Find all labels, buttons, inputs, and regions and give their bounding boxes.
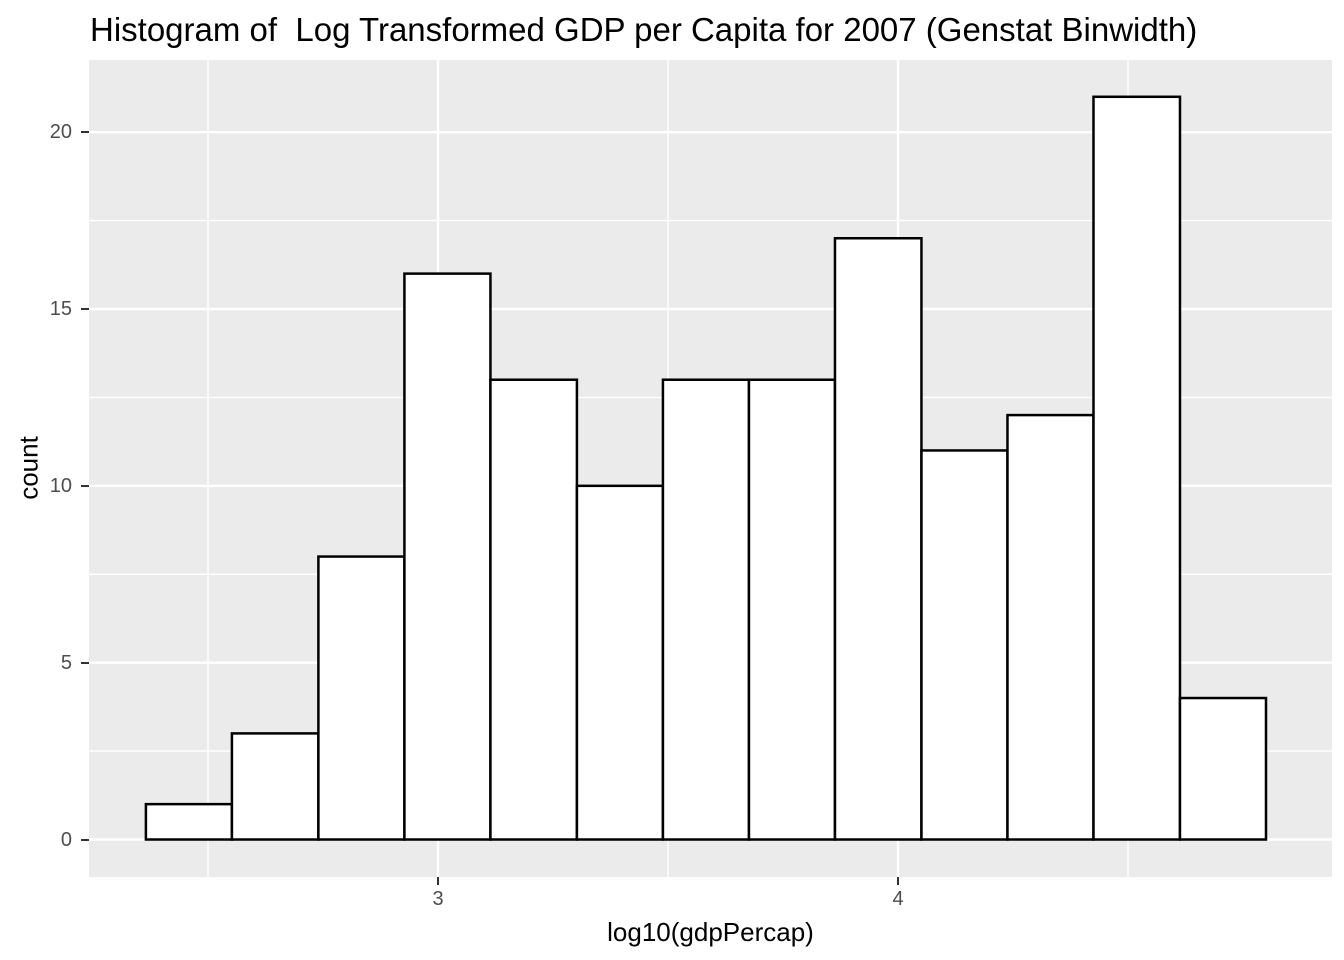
plot-title: Histogram of Log Transformed GDP per Cap… — [90, 11, 1198, 48]
y-tick-label-10: 10 — [49, 475, 72, 497]
y-axis-title: count — [13, 436, 44, 500]
histogram-bar — [833, 237, 923, 841]
histogram-bar — [144, 802, 234, 841]
y-tick-mark-15 — [81, 308, 89, 310]
y-tick-label-15: 15 — [49, 298, 72, 320]
histogram-bar — [1092, 95, 1182, 841]
y-tick-label-20: 20 — [49, 121, 72, 143]
histogram-bar — [575, 484, 665, 841]
histogram-bar — [920, 449, 1009, 841]
histogram-bar — [317, 555, 406, 841]
histogram-bar — [489, 378, 579, 841]
histogram-canvas — [89, 60, 1332, 877]
histogram-bar — [1006, 413, 1095, 841]
histogram-bar — [403, 272, 492, 841]
y-tick-mark-5 — [81, 662, 89, 664]
histogram-bar — [1178, 696, 1268, 841]
x-tick-label-3: 3 — [432, 888, 444, 910]
y-tick-mark-10 — [81, 485, 89, 487]
y-tick-label-0: 0 — [60, 829, 72, 851]
x-tick-mark-4 — [897, 877, 899, 885]
plot-panel — [89, 60, 1332, 877]
histogram-bar — [747, 378, 837, 841]
y-tick-mark-0 — [81, 839, 89, 841]
histogram-bar — [230, 732, 320, 841]
x-axis-title: log10(gdpPercap) — [607, 917, 814, 947]
y-tick-mark-20 — [81, 131, 89, 133]
histogram-bar — [661, 378, 751, 841]
y-tick-label-5: 5 — [60, 652, 72, 674]
x-tick-label-4: 4 — [892, 888, 904, 910]
x-tick-mark-3 — [437, 877, 439, 885]
